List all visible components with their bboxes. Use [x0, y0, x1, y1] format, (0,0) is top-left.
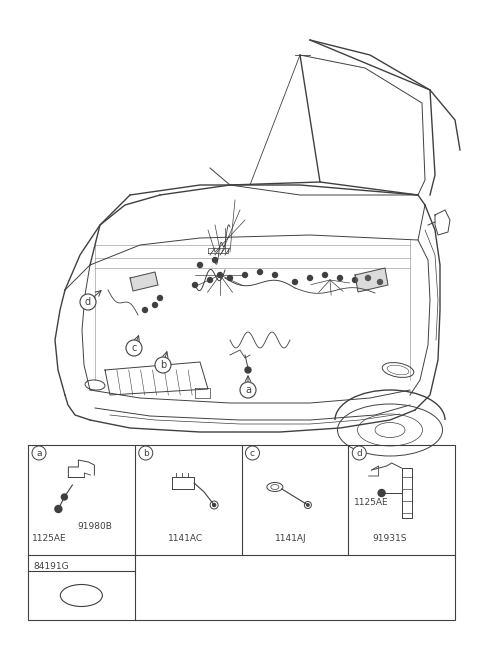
Text: b: b: [160, 360, 166, 370]
Circle shape: [126, 340, 142, 356]
Circle shape: [323, 272, 327, 278]
Circle shape: [61, 494, 67, 500]
Circle shape: [365, 276, 371, 280]
Circle shape: [80, 294, 96, 310]
Circle shape: [307, 504, 309, 506]
Circle shape: [228, 276, 232, 280]
Circle shape: [139, 446, 153, 460]
Text: a: a: [36, 449, 42, 457]
Text: 1141AC: 1141AC: [168, 534, 203, 543]
Circle shape: [352, 446, 366, 460]
Text: a: a: [245, 385, 251, 395]
Circle shape: [197, 263, 203, 267]
Text: c: c: [132, 343, 137, 353]
Circle shape: [257, 269, 263, 274]
Text: 91980B: 91980B: [77, 522, 112, 531]
Text: b: b: [143, 449, 149, 457]
Circle shape: [242, 272, 248, 278]
Circle shape: [240, 382, 256, 398]
Circle shape: [378, 489, 385, 496]
Circle shape: [153, 303, 157, 307]
Circle shape: [213, 504, 216, 506]
Circle shape: [143, 307, 147, 312]
Text: 1125AE: 1125AE: [32, 534, 67, 543]
Circle shape: [207, 278, 213, 282]
Circle shape: [157, 295, 163, 301]
Circle shape: [192, 282, 197, 288]
Circle shape: [245, 446, 260, 460]
Circle shape: [337, 276, 343, 280]
Circle shape: [377, 280, 383, 284]
Text: c: c: [250, 449, 255, 457]
Circle shape: [292, 280, 298, 284]
Text: 1141AJ: 1141AJ: [275, 534, 307, 543]
Text: 84191G: 84191G: [33, 562, 69, 571]
Polygon shape: [130, 272, 158, 291]
Circle shape: [155, 357, 171, 373]
Bar: [28, 445, 455, 620]
Circle shape: [217, 272, 223, 278]
Circle shape: [245, 367, 251, 373]
Text: 91931S: 91931S: [372, 534, 407, 543]
Circle shape: [352, 278, 358, 282]
Circle shape: [55, 506, 62, 512]
Text: d: d: [85, 297, 91, 307]
Text: 1125AE: 1125AE: [354, 498, 389, 507]
Circle shape: [213, 257, 217, 263]
Circle shape: [308, 276, 312, 280]
Circle shape: [32, 446, 46, 460]
Text: d: d: [356, 449, 362, 457]
Polygon shape: [355, 268, 388, 292]
Circle shape: [273, 272, 277, 278]
